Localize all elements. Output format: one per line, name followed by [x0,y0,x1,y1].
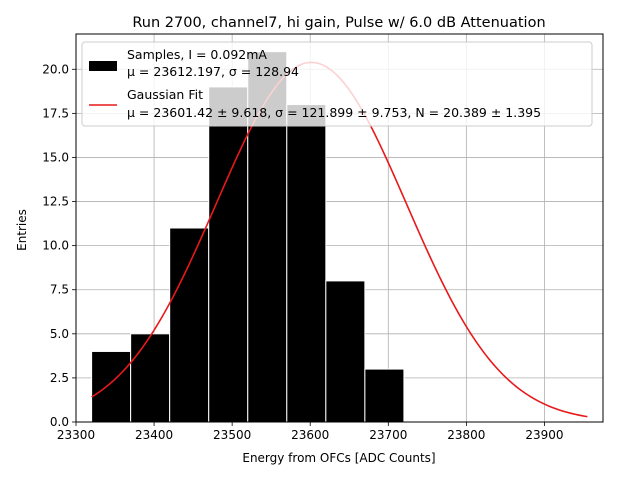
y-tick-label: 15.0 [42,150,69,164]
x-tick-label: 23500 [213,428,251,442]
y-tick-label: 5.0 [50,327,69,341]
legend-histogram-swatch [89,61,117,71]
x-axis-label: Energy from OFCs [ADC Counts] [242,451,435,465]
y-tick-label: 0.0 [50,415,69,429]
histogram-bar [91,350,132,423]
histogram-bar [364,368,405,423]
y-axis-label: Entries [15,209,29,251]
y-tick-label: 10.0 [42,239,69,253]
chart-title: Run 2700, channel7, hi gain, Pulse w/ 6.… [132,15,545,31]
x-tick-label: 23600 [291,428,329,442]
histogram-bar [325,280,366,423]
y-tick-label: 20.0 [42,62,69,76]
x-axis-ticks: 23300 23400 23500 23600 23700 23800 23900 [57,422,564,442]
histogram-bar [286,104,327,423]
histogram-bar [130,333,171,423]
legend-histogram-stats: μ = 23612.197, σ = 128.94 [127,64,299,79]
plot-area: 23300 23400 23500 23600 23700 23800 23900 0.02… [42,33,604,442]
histogram-bar [169,227,210,423]
x-tick-label: 23700 [369,428,407,442]
histogram-bar [208,86,249,423]
legend-histogram-name: Samples, I = 0.092mA [127,47,267,62]
x-tick-label: 23800 [447,428,485,442]
axes-frame [75,33,604,423]
y-tick-label: 2.5 [50,371,69,385]
y-tick-label: 17.5 [42,106,69,120]
legend-fit-stats: μ = 23601.42 ± 9.618, σ = 121.899 ± 9.75… [127,105,541,120]
x-tick-label: 23400 [135,428,173,442]
x-tick-label: 23300 [57,428,95,442]
y-axis-ticks: 0.0 2.5 5.0 7.5 10.0 12.5 15.0 17.5 20.0 [42,62,76,429]
histogram-bars [91,51,405,423]
y-tick-label: 7.5 [50,283,69,297]
legend-box [81,41,593,127]
legend: Samples, I = 0.092mA μ = 23612.197, σ = … [81,41,593,127]
y-tick-label: 12.5 [42,195,69,209]
legend-fit-name: Gaussian Fit [127,87,203,102]
x-tick-label: 23900 [525,428,563,442]
